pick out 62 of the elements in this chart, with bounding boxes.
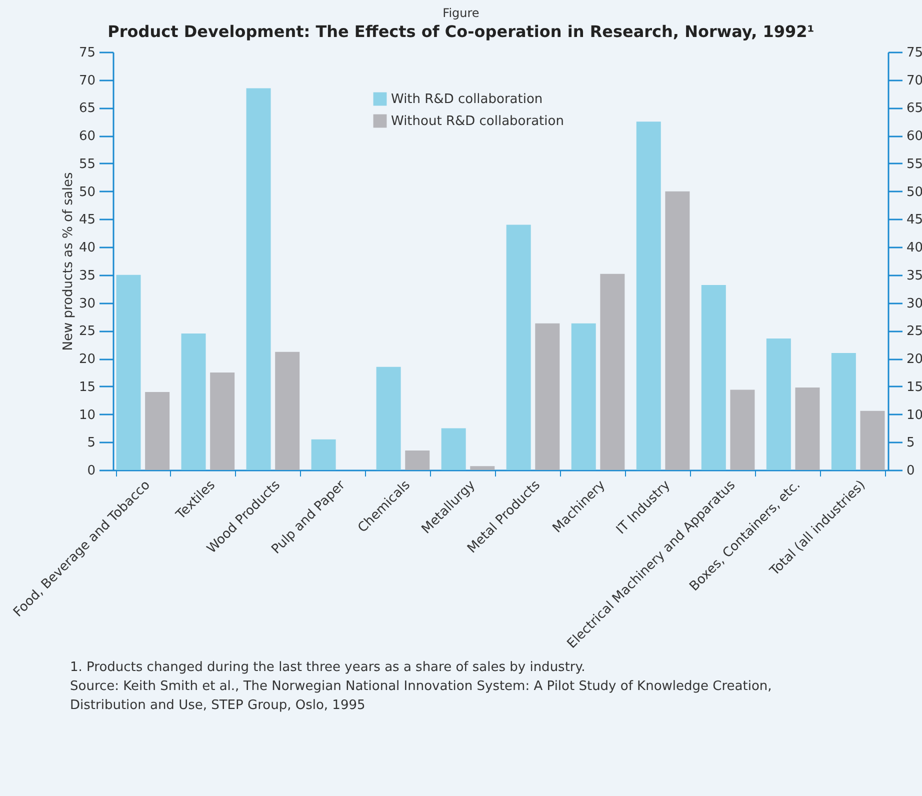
bar [831, 352, 856, 470]
y2-tick-label: 35 [906, 268, 922, 284]
y-tick-label: 5 [87, 436, 96, 451]
y-tick-label: 40 [78, 240, 96, 256]
bar [535, 323, 560, 470]
bar [795, 388, 820, 470]
bar [766, 338, 791, 470]
y-tick-label: 15 [78, 380, 96, 395]
y2-tick-label: 10 [906, 408, 922, 423]
y-axis-title: New products as % of sales [60, 172, 76, 351]
bar [636, 122, 661, 470]
source-note: Source: Keith Smith et al., The Norwegian National Innovation System: A Pilot Study of Knowledge Creation, Distribution and Use, STEP Group, Oslo, 1995 [70, 678, 773, 715]
y2-tick-label: 65 [906, 101, 922, 116]
bar [116, 274, 141, 470]
legend-label: With R&D collaboration [391, 92, 543, 107]
y2-tick-label: 0 [906, 464, 915, 478]
y-tick-label: 35 [78, 268, 96, 284]
chart-subtitle: Figure [442, 5, 480, 20]
y-tick-label: 50 [78, 184, 96, 200]
bar [600, 274, 625, 470]
y2-tick-label: 45 [906, 212, 922, 228]
y2-tick-label: 70 [906, 73, 922, 88]
y-tick-label: 45 [78, 212, 96, 228]
bar [405, 450, 430, 470]
y-tick-label: 65 [78, 101, 96, 116]
chart-title: Product Development: The Effects of Co-operation in Research, Norway, 1992¹ [106, 22, 816, 41]
y2-tick-label: 40 [906, 240, 922, 256]
bar [665, 191, 690, 470]
y-tick-label: 75 [78, 46, 96, 60]
y2-tick-label: 50 [906, 184, 922, 200]
bar [145, 392, 170, 470]
y2-tick-label: 25 [906, 324, 922, 340]
y-tick-label: 30 [78, 296, 96, 312]
y-tick-label: 60 [78, 129, 96, 144]
y-tick-label: 0 [87, 464, 96, 478]
bar [441, 428, 466, 470]
bar [730, 390, 755, 470]
bar [246, 88, 271, 470]
y2-tick-label: 60 [906, 129, 922, 144]
text: 1. Products changed during the last three years as a share of sales by industry. [70, 659, 586, 677]
y-tick-label: 25 [78, 324, 96, 340]
bar [311, 439, 336, 470]
bar [181, 333, 206, 470]
bar [376, 366, 401, 470]
bar [701, 284, 726, 470]
legend-label: Without R&D collaboration [391, 114, 564, 129]
bar [860, 410, 885, 470]
y2-tick-label: 75 [906, 46, 922, 60]
y-tick-label: 20 [78, 352, 96, 368]
bar [275, 352, 300, 470]
bar [571, 323, 596, 470]
y2-tick-label: 15 [906, 380, 922, 395]
bar [210, 372, 235, 470]
y2-tick-label: 5 [906, 436, 915, 451]
y-tick-label: 70 [78, 73, 96, 88]
y-tick-label: 55 [78, 156, 96, 172]
y2-tick-label: 30 [906, 296, 922, 312]
bar [506, 224, 531, 470]
bar [470, 466, 495, 470]
y2-tick-label: 20 [906, 352, 922, 368]
y2-tick-label: 55 [906, 156, 922, 172]
y-tick-label: 10 [78, 408, 96, 423]
